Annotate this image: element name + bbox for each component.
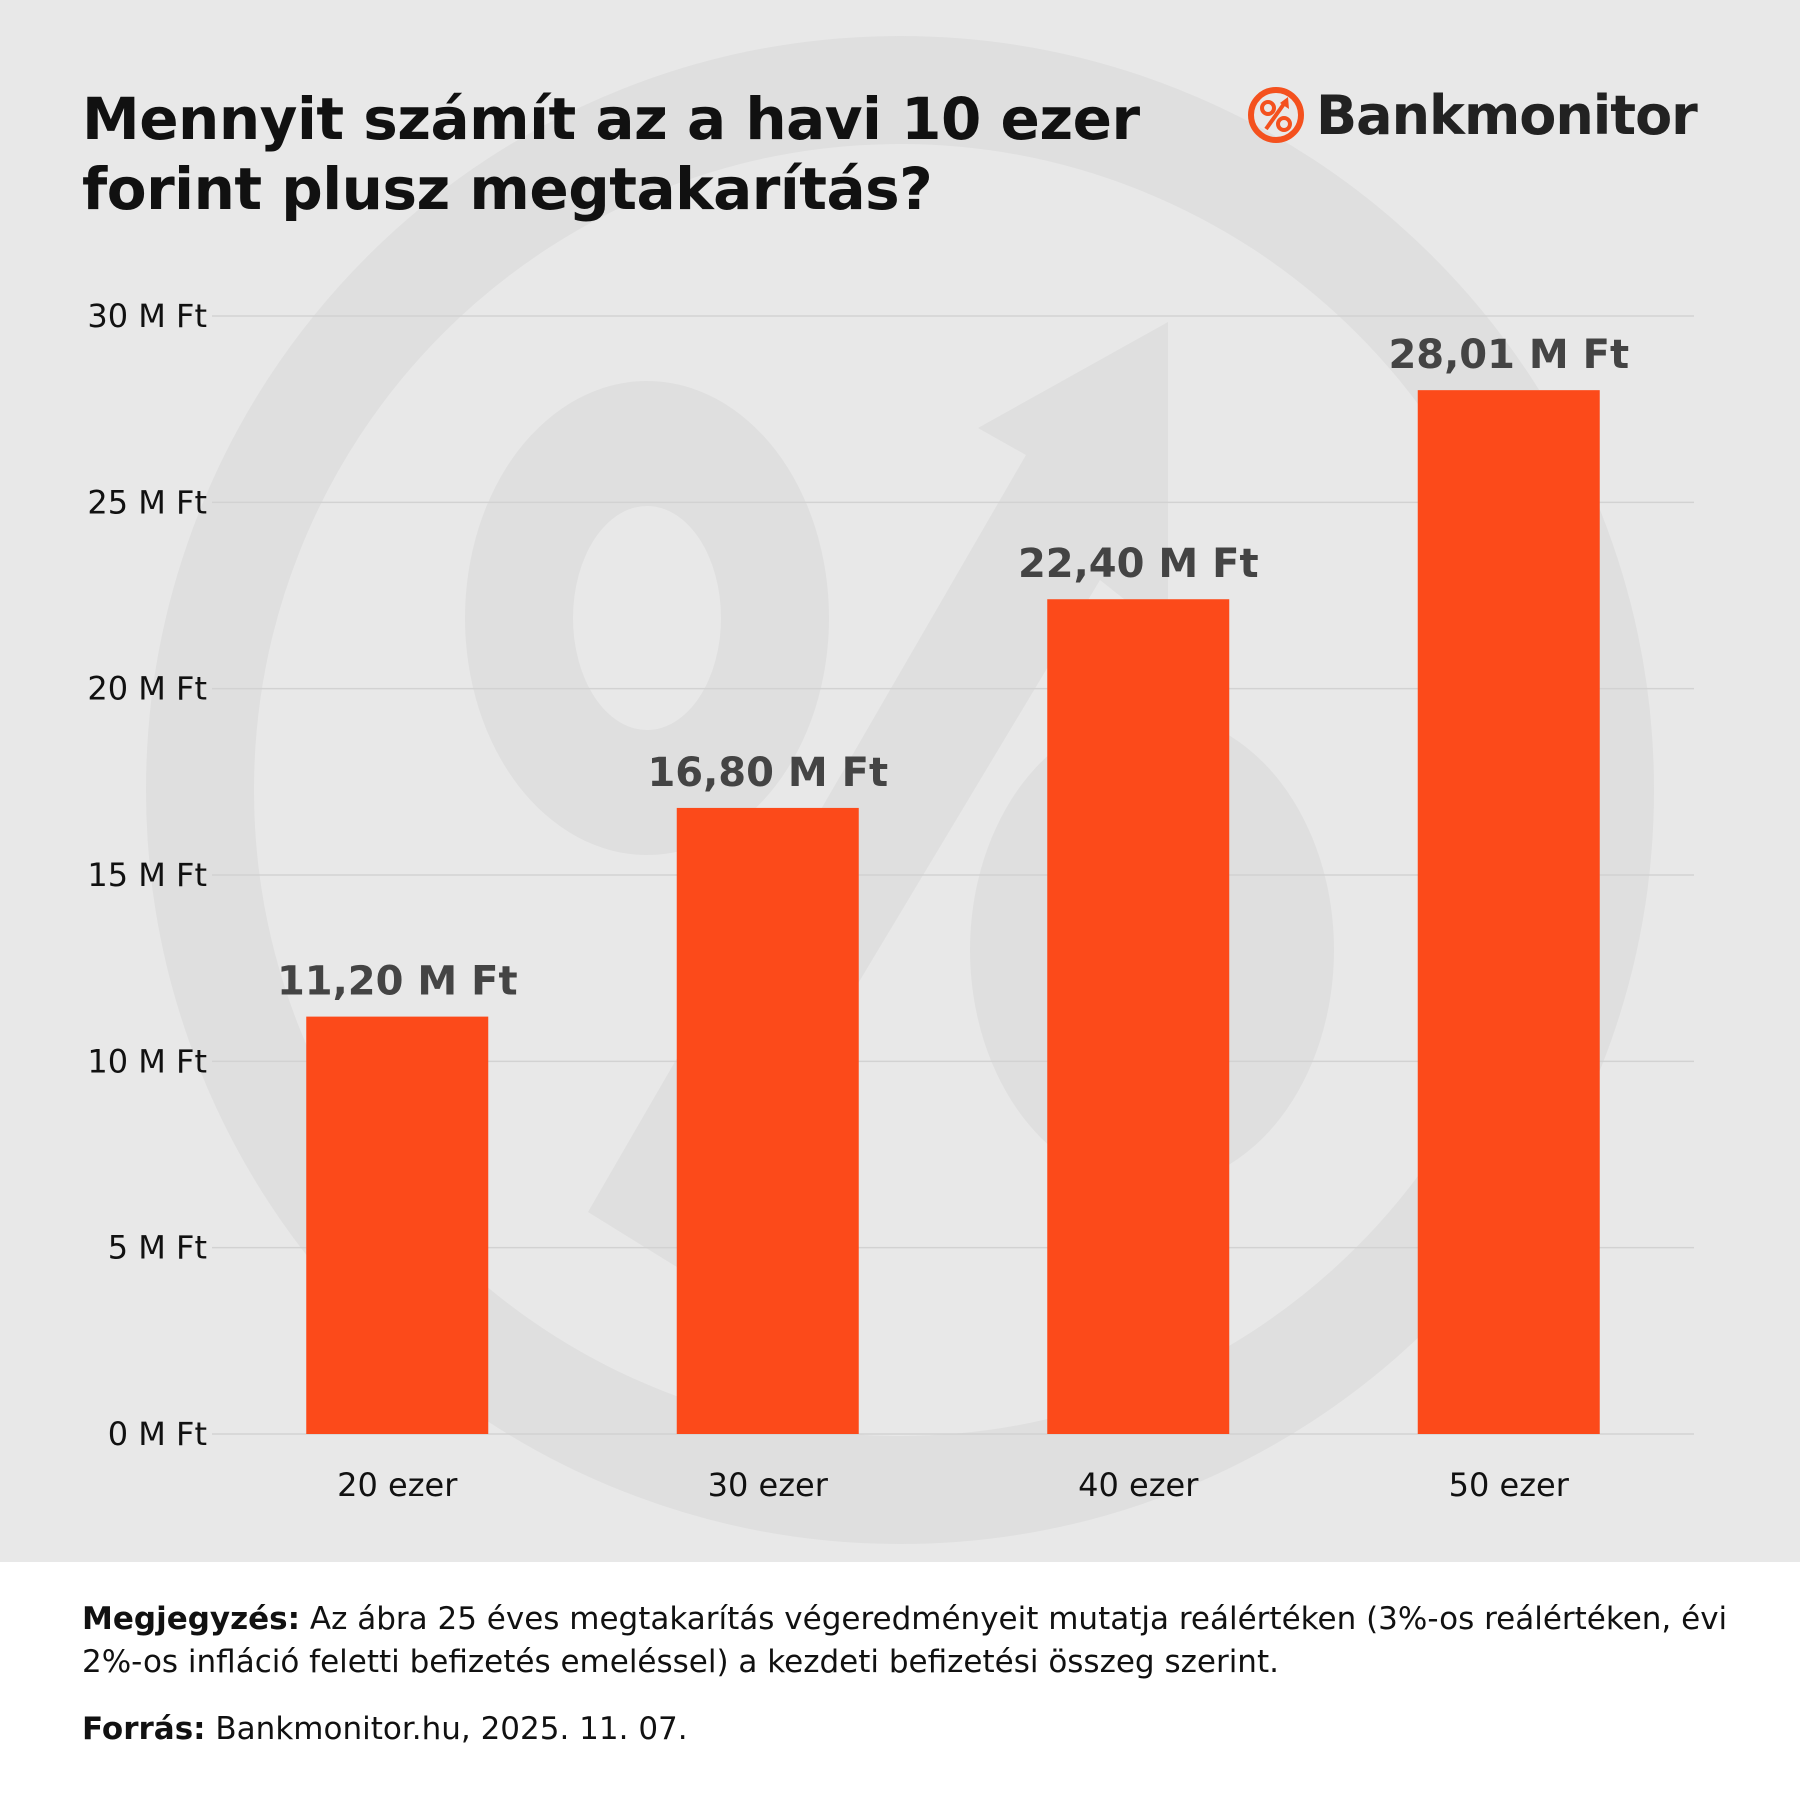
bar bbox=[676, 807, 859, 1434]
footer-source: Forrás: Bankmonitor.hu, 2025. 11. 07. bbox=[82, 1708, 1762, 1751]
bar-chart: 0 M Ft 5 M Ft 10 M Ft 15 M Ft 20 M Ft 25 M Ft… bbox=[87, 297, 1694, 1504]
chart-title: Mennyit számít az a havi 10 ezer forint … bbox=[82, 85, 1140, 223]
bar-data-label: 28,01 M Ft bbox=[1388, 332, 1629, 378]
percent-logo-icon bbox=[1248, 87, 1304, 143]
y-tick-label: 30 M Ft bbox=[87, 297, 207, 335]
x-tick-label: 30 ezer bbox=[708, 1466, 829, 1504]
source-text: Bankmonitor.hu, 2025. 11. 07. bbox=[205, 1711, 688, 1747]
chart-panel: Mennyit számít az a havi 10 ezer forint … bbox=[0, 0, 1800, 1562]
brand-logo: Bankmonitor bbox=[1246, 80, 1698, 150]
y-tick-label: 25 M Ft bbox=[87, 483, 207, 521]
x-tick-label: 50 ezer bbox=[1449, 1466, 1570, 1504]
footer: Megjegyzés: Az ábra 25 éves megtakarítás… bbox=[82, 1598, 1762, 1751]
bar bbox=[306, 1016, 489, 1434]
x-tick-label: 40 ezer bbox=[1078, 1466, 1199, 1504]
bar-data-label: 16,80 M Ft bbox=[647, 750, 888, 796]
y-tick-label: 20 M Ft bbox=[87, 670, 207, 708]
y-tick-label: 15 M Ft bbox=[87, 856, 207, 894]
y-tick-label: 10 M Ft bbox=[87, 1042, 207, 1080]
bar bbox=[1417, 390, 1600, 1435]
x-tick-label: 20 ezer bbox=[337, 1466, 458, 1504]
bar-data-label: 11,20 M Ft bbox=[277, 959, 518, 1005]
bar-data-label: 22,40 M Ft bbox=[1018, 541, 1259, 587]
brand-name: Bankmonitor bbox=[1316, 83, 1698, 147]
footer-note: Megjegyzés: Az ábra 25 éves megtakarítás… bbox=[82, 1598, 1762, 1684]
source-label: Forrás: bbox=[82, 1711, 206, 1747]
note-label: Megjegyzés: bbox=[82, 1601, 301, 1637]
y-tick-label: 5 M Ft bbox=[108, 1229, 207, 1267]
bar bbox=[1047, 599, 1230, 1434]
note-text: Az ábra 25 éves megtakarítás végeredmény… bbox=[82, 1601, 1728, 1680]
y-tick-label: 0 M Ft bbox=[108, 1415, 207, 1453]
